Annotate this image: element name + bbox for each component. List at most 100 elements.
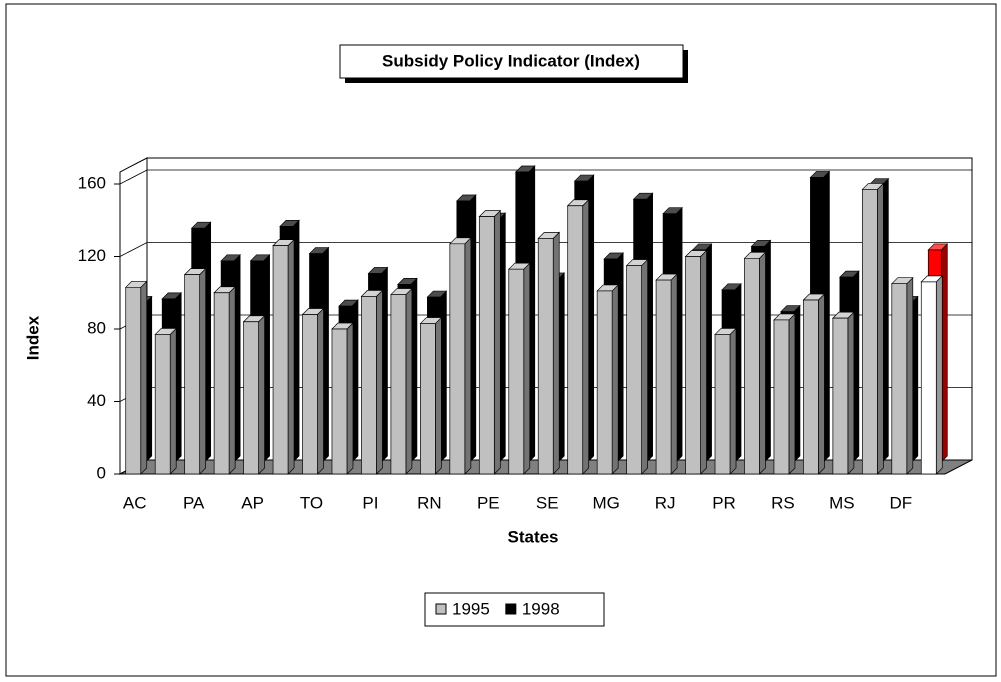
y-tick-label: 0 — [97, 463, 106, 482]
bar-face — [243, 321, 259, 475]
bar-face — [906, 276, 914, 475]
bar-face — [759, 251, 766, 475]
bar-face — [464, 236, 472, 475]
y-tick-label: 40 — [87, 391, 106, 410]
bar-face — [361, 296, 377, 475]
y-tick-label: 160 — [78, 173, 106, 192]
bar-face — [847, 311, 855, 475]
bar — [124, 280, 148, 475]
bar — [773, 313, 796, 475]
y-tick-label: 80 — [87, 318, 106, 337]
bar-face — [184, 274, 201, 475]
y-tick-label: 120 — [78, 246, 106, 265]
bar — [390, 287, 413, 475]
x-axis-label: States — [507, 527, 558, 546]
bar — [743, 251, 767, 475]
bar-face — [714, 334, 731, 475]
y-axis-label: Index — [23, 315, 42, 360]
bar-face — [228, 285, 236, 475]
bar — [625, 258, 649, 475]
bar-face — [655, 279, 672, 475]
bar-face — [552, 231, 560, 475]
bar-face — [729, 327, 737, 475]
bar-face — [420, 323, 436, 475]
bar — [360, 289, 384, 475]
bar-face — [523, 262, 531, 475]
x-tick-label: RN — [417, 493, 442, 512]
bar-face — [140, 280, 148, 475]
bar-face — [449, 243, 466, 475]
bar-face — [582, 198, 590, 475]
bar-face — [493, 209, 501, 475]
bar — [272, 238, 295, 475]
x-tick-label: RJ — [655, 493, 676, 512]
legend-swatch — [505, 603, 517, 615]
bar-face — [773, 319, 790, 475]
bar-face — [935, 275, 943, 475]
x-tick-label: AC — [123, 493, 147, 512]
bar-face — [611, 284, 619, 475]
bar — [183, 267, 207, 475]
bar-face — [125, 286, 142, 475]
bar-face — [346, 322, 354, 475]
bar-face — [876, 182, 884, 475]
grid-line — [119, 242, 972, 257]
bar — [213, 285, 236, 475]
bar-face — [567, 205, 584, 475]
bar — [832, 311, 855, 475]
x-tick-label: TO — [300, 493, 323, 512]
bar-face — [258, 314, 265, 475]
bar — [537, 231, 561, 475]
bar-face — [832, 317, 849, 475]
bar-face — [596, 290, 613, 475]
bar — [301, 307, 325, 475]
bar-face — [154, 334, 171, 475]
bar-face — [478, 216, 495, 475]
bar — [890, 276, 914, 475]
bar-face — [435, 316, 442, 475]
x-tick-label: SE — [536, 493, 559, 512]
bar-face — [626, 265, 642, 475]
x-tick-label: PR — [712, 493, 736, 512]
bar-face — [376, 289, 383, 475]
bar — [861, 182, 885, 475]
bar-face — [405, 287, 413, 475]
bar-face — [700, 249, 707, 475]
bar-face — [744, 257, 760, 475]
bar — [566, 198, 590, 475]
bar-face — [331, 328, 348, 475]
bar — [714, 327, 737, 475]
x-tick-label: PE — [477, 493, 500, 512]
bar-face — [537, 238, 554, 475]
bar — [419, 316, 443, 475]
bar-face — [641, 258, 648, 475]
bar — [655, 273, 678, 475]
bar — [920, 275, 944, 475]
title-box — [339, 44, 684, 79]
bar — [478, 209, 502, 475]
bar-face — [317, 307, 324, 475]
bar-face — [287, 238, 295, 475]
x-tick-label: PA — [183, 493, 205, 512]
x-tick-label: MG — [592, 493, 619, 512]
bar-face — [508, 268, 525, 475]
bar — [448, 236, 472, 475]
bar-face — [272, 245, 289, 475]
bar-face — [670, 273, 678, 475]
bar-face — [199, 267, 207, 475]
bar-face — [803, 299, 819, 475]
legend-label: 1998 — [522, 599, 560, 618]
bar-face — [891, 283, 908, 475]
bar-face — [818, 293, 825, 475]
bar-face — [861, 189, 878, 475]
chart-title: Subsidy Policy Indicator (Index) — [382, 51, 640, 70]
bar — [684, 249, 708, 475]
bar-face — [685, 256, 701, 475]
bar-face — [213, 292, 230, 475]
bar — [802, 293, 826, 475]
x-tick-label: PI — [362, 493, 378, 512]
legend-swatch — [435, 603, 447, 615]
bar-face — [920, 281, 937, 475]
x-tick-label: MS — [829, 493, 855, 512]
